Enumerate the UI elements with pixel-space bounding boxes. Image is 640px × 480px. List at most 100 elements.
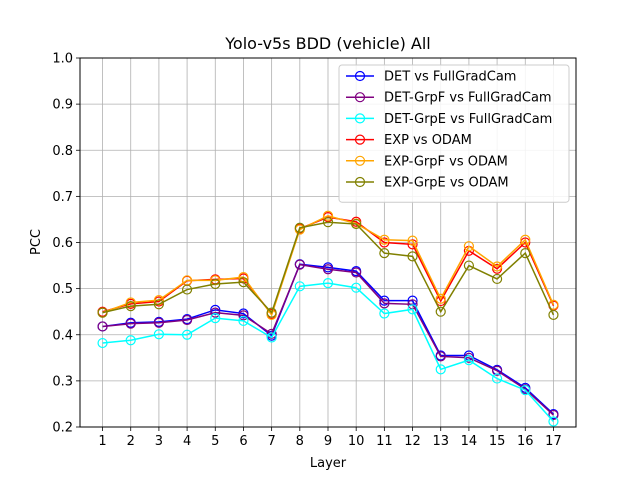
legend-marker [354,134,366,145]
legend-box [338,64,570,203]
data-point [520,248,531,259]
legend-item: EXP-GrpF vs ODAM [346,154,508,169]
data-point [435,306,446,317]
legend-item: DET-GrpE vs FullGradCam [346,112,552,127]
x-tick-label: 10 [348,434,365,449]
legend-item: EXP vs ODAM [346,133,472,148]
data-point [210,275,221,286]
x-tick-label: 13 [432,434,449,449]
x-tick-label: 4 [183,434,191,449]
data-point [435,293,446,304]
data-point [294,222,305,233]
series-line [102,221,555,316]
data-point [266,307,277,318]
data-point [181,284,193,295]
data-point [548,309,559,321]
y-tick-label: 0.5 [52,282,73,297]
data-point [520,237,531,248]
series-line [102,214,555,317]
data-point [435,364,446,375]
data-point [97,337,108,349]
axes: 1 2 3 4 5 6 7 8 9 10 11 12 13 14 15 16 170.20.30.40.50.6… [52,52,561,450]
x-tick-label: 7 [267,434,275,449]
data-point [153,317,165,328]
plot-series [97,210,559,427]
data-point [379,298,390,309]
x-tick-label: 9 [324,434,332,449]
data-point [520,385,531,396]
data-point [238,315,249,327]
x-tick-label: 11 [376,434,393,449]
data-point [238,310,249,321]
data-point [379,234,390,245]
y-tick-label: 0.4 [52,328,73,343]
y-tick-label: 0.2 [52,421,73,436]
data-point [407,235,418,246]
data-point [548,409,559,421]
y-tick-label: 0.7 [52,190,73,205]
y-axis-label: PCC [29,229,44,255]
x-tick-label: 12 [404,434,421,449]
data-point [181,314,193,326]
data-point [463,241,475,252]
data-point [491,373,503,384]
legend-marker [354,155,366,166]
legend: DET vs FullGradCam DET-GrpF vs FullGradCa… [338,64,570,203]
chart-title: Yolo-v5s BDD (vehicle) All [224,34,430,53]
x-tick-label: 5 [211,434,219,449]
data-point [491,261,503,272]
data-point [322,277,334,289]
x-tick-label: 16 [517,434,534,449]
data-point [153,329,165,340]
data-point [322,210,334,221]
legend-label: DET-GrpE vs FullGradCam [384,112,552,127]
legend-label: EXP vs ODAM [384,133,472,148]
y-tick-label: 0.6 [52,236,73,251]
series-2 [97,277,559,427]
data-point [351,282,362,293]
series-line [102,263,554,416]
legend-item: EXP-GrpE vs ODAM [346,176,509,191]
legend-item: DET-GrpF vs FullGradCam [346,91,552,106]
x-tick-label: 8 [296,434,304,449]
data-point [379,237,390,248]
data-point [125,318,136,329]
data-point [548,416,559,427]
data-point [435,351,446,362]
data-point [125,297,136,308]
data-point [210,313,221,324]
x-tick-label: 3 [155,434,163,449]
data-point [463,260,475,271]
x-tick-label: 14 [461,434,478,449]
x-tick-label: 6 [239,434,247,449]
data-point [351,218,362,230]
y-tick-label: 0.8 [52,144,73,159]
data-point [379,248,390,259]
legend-label: EXP-GrpF vs ODAM [384,154,508,169]
y-tick-label: 0.9 [52,98,73,113]
legend-marker [354,176,366,188]
data-point [210,278,221,290]
y-tick-label: 0.3 [52,374,73,389]
x-tick-label: 15 [489,434,506,449]
data-point [210,307,221,318]
data-point [407,251,418,262]
data-point [379,308,390,319]
data-point [181,329,193,340]
data-point [463,355,475,366]
series-line [102,282,555,422]
data-point [322,264,334,275]
series-4 [97,210,559,321]
data-point [153,299,165,310]
data-point [125,301,136,312]
legend-marker [354,92,366,103]
data-point [322,217,334,228]
data-point [379,295,390,306]
data-point [238,277,249,288]
data-point [266,332,277,343]
legend-label: DET-GrpF vs FullGradCam [384,91,552,106]
data-point [97,307,108,318]
legend-label: DET vs FullGradCam [384,70,516,85]
data-point [520,234,531,245]
